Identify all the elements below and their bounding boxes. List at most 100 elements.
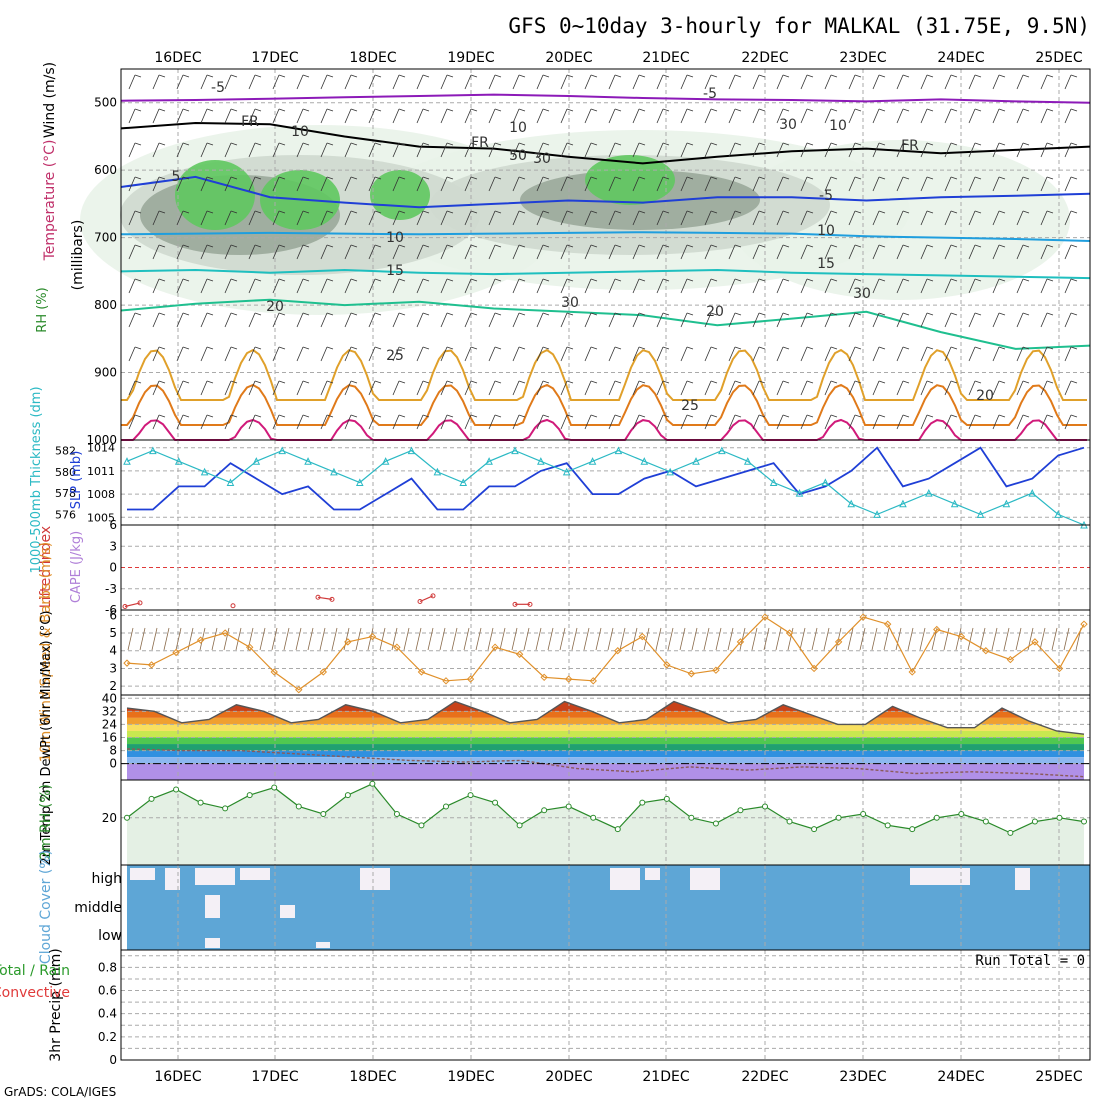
- wind-barb: [200, 278, 208, 294]
- wind-barb: [955, 627, 962, 651]
- wind-barb-flag: [374, 346, 382, 350]
- wind-barb: [776, 278, 784, 294]
- lifted-index-axis-title: Lifted Index: [38, 526, 54, 608]
- wind-10m-panel: 6 5 4 3 2: [109, 608, 1091, 696]
- wind-barb: [704, 312, 712, 328]
- thickness-point: [149, 446, 157, 455]
- isotherm-line: [120, 231, 1091, 242]
- thickness-point: [226, 478, 235, 486]
- wind-barb: [464, 74, 472, 90]
- wind-barb: [824, 346, 832, 362]
- wind-barb: [824, 210, 832, 226]
- date-label: 22DEC: [741, 1069, 788, 1085]
- wind-barb-flag: [902, 346, 910, 350]
- thickness-point: [873, 510, 881, 518]
- wind-barb: [920, 414, 928, 430]
- wind-barb-flag: [278, 346, 286, 350]
- rh-tick-label: 20: [102, 811, 117, 825]
- wind-barb-flag: [734, 176, 742, 180]
- wind-barb-flag: [590, 108, 598, 112]
- cloud-clear-block: [280, 905, 295, 918]
- wind-barb-flag: [614, 312, 622, 316]
- wind-barb: [704, 210, 712, 226]
- rh-point: [148, 795, 155, 802]
- lifted-index-point: [122, 603, 128, 609]
- li-tick-label: 0: [109, 561, 117, 575]
- wind-speed-point: [834, 638, 843, 646]
- wind-barb-flag: [182, 278, 190, 282]
- wind-barb: [776, 312, 784, 328]
- wind-barb: [440, 74, 448, 90]
- wind10m-axis-title: 10m Wind Speed & Barbs (m/s): [38, 542, 54, 762]
- wind-barb: [560, 244, 568, 260]
- wind-barb: [656, 210, 664, 226]
- wind-barb: [152, 312, 160, 328]
- wind-barb: [152, 108, 160, 124]
- rh-point: [688, 814, 695, 821]
- wind-barb-flag: [182, 414, 190, 418]
- wind-barb-flag: [302, 278, 310, 282]
- cloud-clear-block: [360, 868, 390, 890]
- wind-barb-flag: [230, 142, 238, 146]
- wind-barb-flag: [374, 414, 382, 418]
- wind-barb-flag: [326, 312, 334, 316]
- wind-barb-flag: [662, 278, 670, 282]
- wind-barb-flag: [1022, 278, 1030, 282]
- wind-barb: [896, 380, 904, 396]
- wind-barb: [296, 278, 304, 294]
- wind-tick-label: 5: [109, 626, 117, 640]
- wind-barb-flag: [422, 278, 430, 282]
- wind-barb: [896, 142, 904, 158]
- wind-barb: [128, 176, 136, 192]
- wind-barb: [752, 414, 760, 430]
- wind-barb: [224, 108, 232, 124]
- rh-point: [173, 786, 180, 793]
- wind-barb-flag: [446, 278, 454, 282]
- wind-barb: [584, 108, 592, 124]
- wind-barb-flag: [398, 108, 406, 112]
- wind-barb: [224, 414, 232, 430]
- wind-barb: [128, 210, 136, 226]
- wind-barb: [487, 627, 494, 651]
- wind-barb-flag: [206, 244, 214, 248]
- wind-barb-flag: [398, 74, 406, 78]
- rh-point: [246, 792, 253, 799]
- wind-barb-flag: [734, 312, 742, 316]
- wind-barb: [800, 210, 808, 226]
- wind-barb: [536, 380, 544, 396]
- wind-barb: [920, 108, 928, 124]
- wind-speed-point: [196, 636, 205, 644]
- wind-barb-flag: [782, 210, 790, 214]
- wind-barb-flag: [566, 278, 574, 282]
- temp-band: [127, 717, 1084, 725]
- wind-barb: [272, 414, 280, 430]
- wind-barb-flag: [518, 278, 526, 282]
- wind-barb: [536, 278, 544, 294]
- wind-barb: [511, 627, 518, 651]
- wind-barb-flag: [374, 278, 382, 282]
- wind-barb: [152, 210, 160, 226]
- wind-barb-flag: [902, 380, 910, 384]
- wind-barb: [1016, 74, 1024, 90]
- wind-barb-flag: [638, 380, 646, 384]
- wind-barb: [392, 278, 400, 294]
- wind-barb: [392, 108, 400, 124]
- wind-barb-flag: [494, 108, 502, 112]
- wind-barb: [1040, 414, 1048, 430]
- wind-barb-flag: [542, 74, 550, 78]
- wind-barb-flag: [302, 244, 310, 248]
- wind-barb: [608, 176, 616, 192]
- wind-barb-flag: [998, 176, 1006, 180]
- wind-barb: [128, 74, 136, 90]
- wind-barb-flag: [686, 176, 694, 180]
- wind-barb-flag: [158, 176, 166, 180]
- slp-tick-label: 1005: [87, 511, 115, 524]
- wind-barb-flag: [1070, 312, 1078, 316]
- wind-barb: [296, 244, 304, 260]
- wind-barb: [823, 627, 830, 651]
- contour-label: 20: [976, 388, 994, 404]
- wind-barb: [379, 627, 386, 651]
- wind-barb-flag: [350, 278, 358, 282]
- wind-barb: [224, 244, 232, 260]
- thickness-point: [123, 457, 131, 465]
